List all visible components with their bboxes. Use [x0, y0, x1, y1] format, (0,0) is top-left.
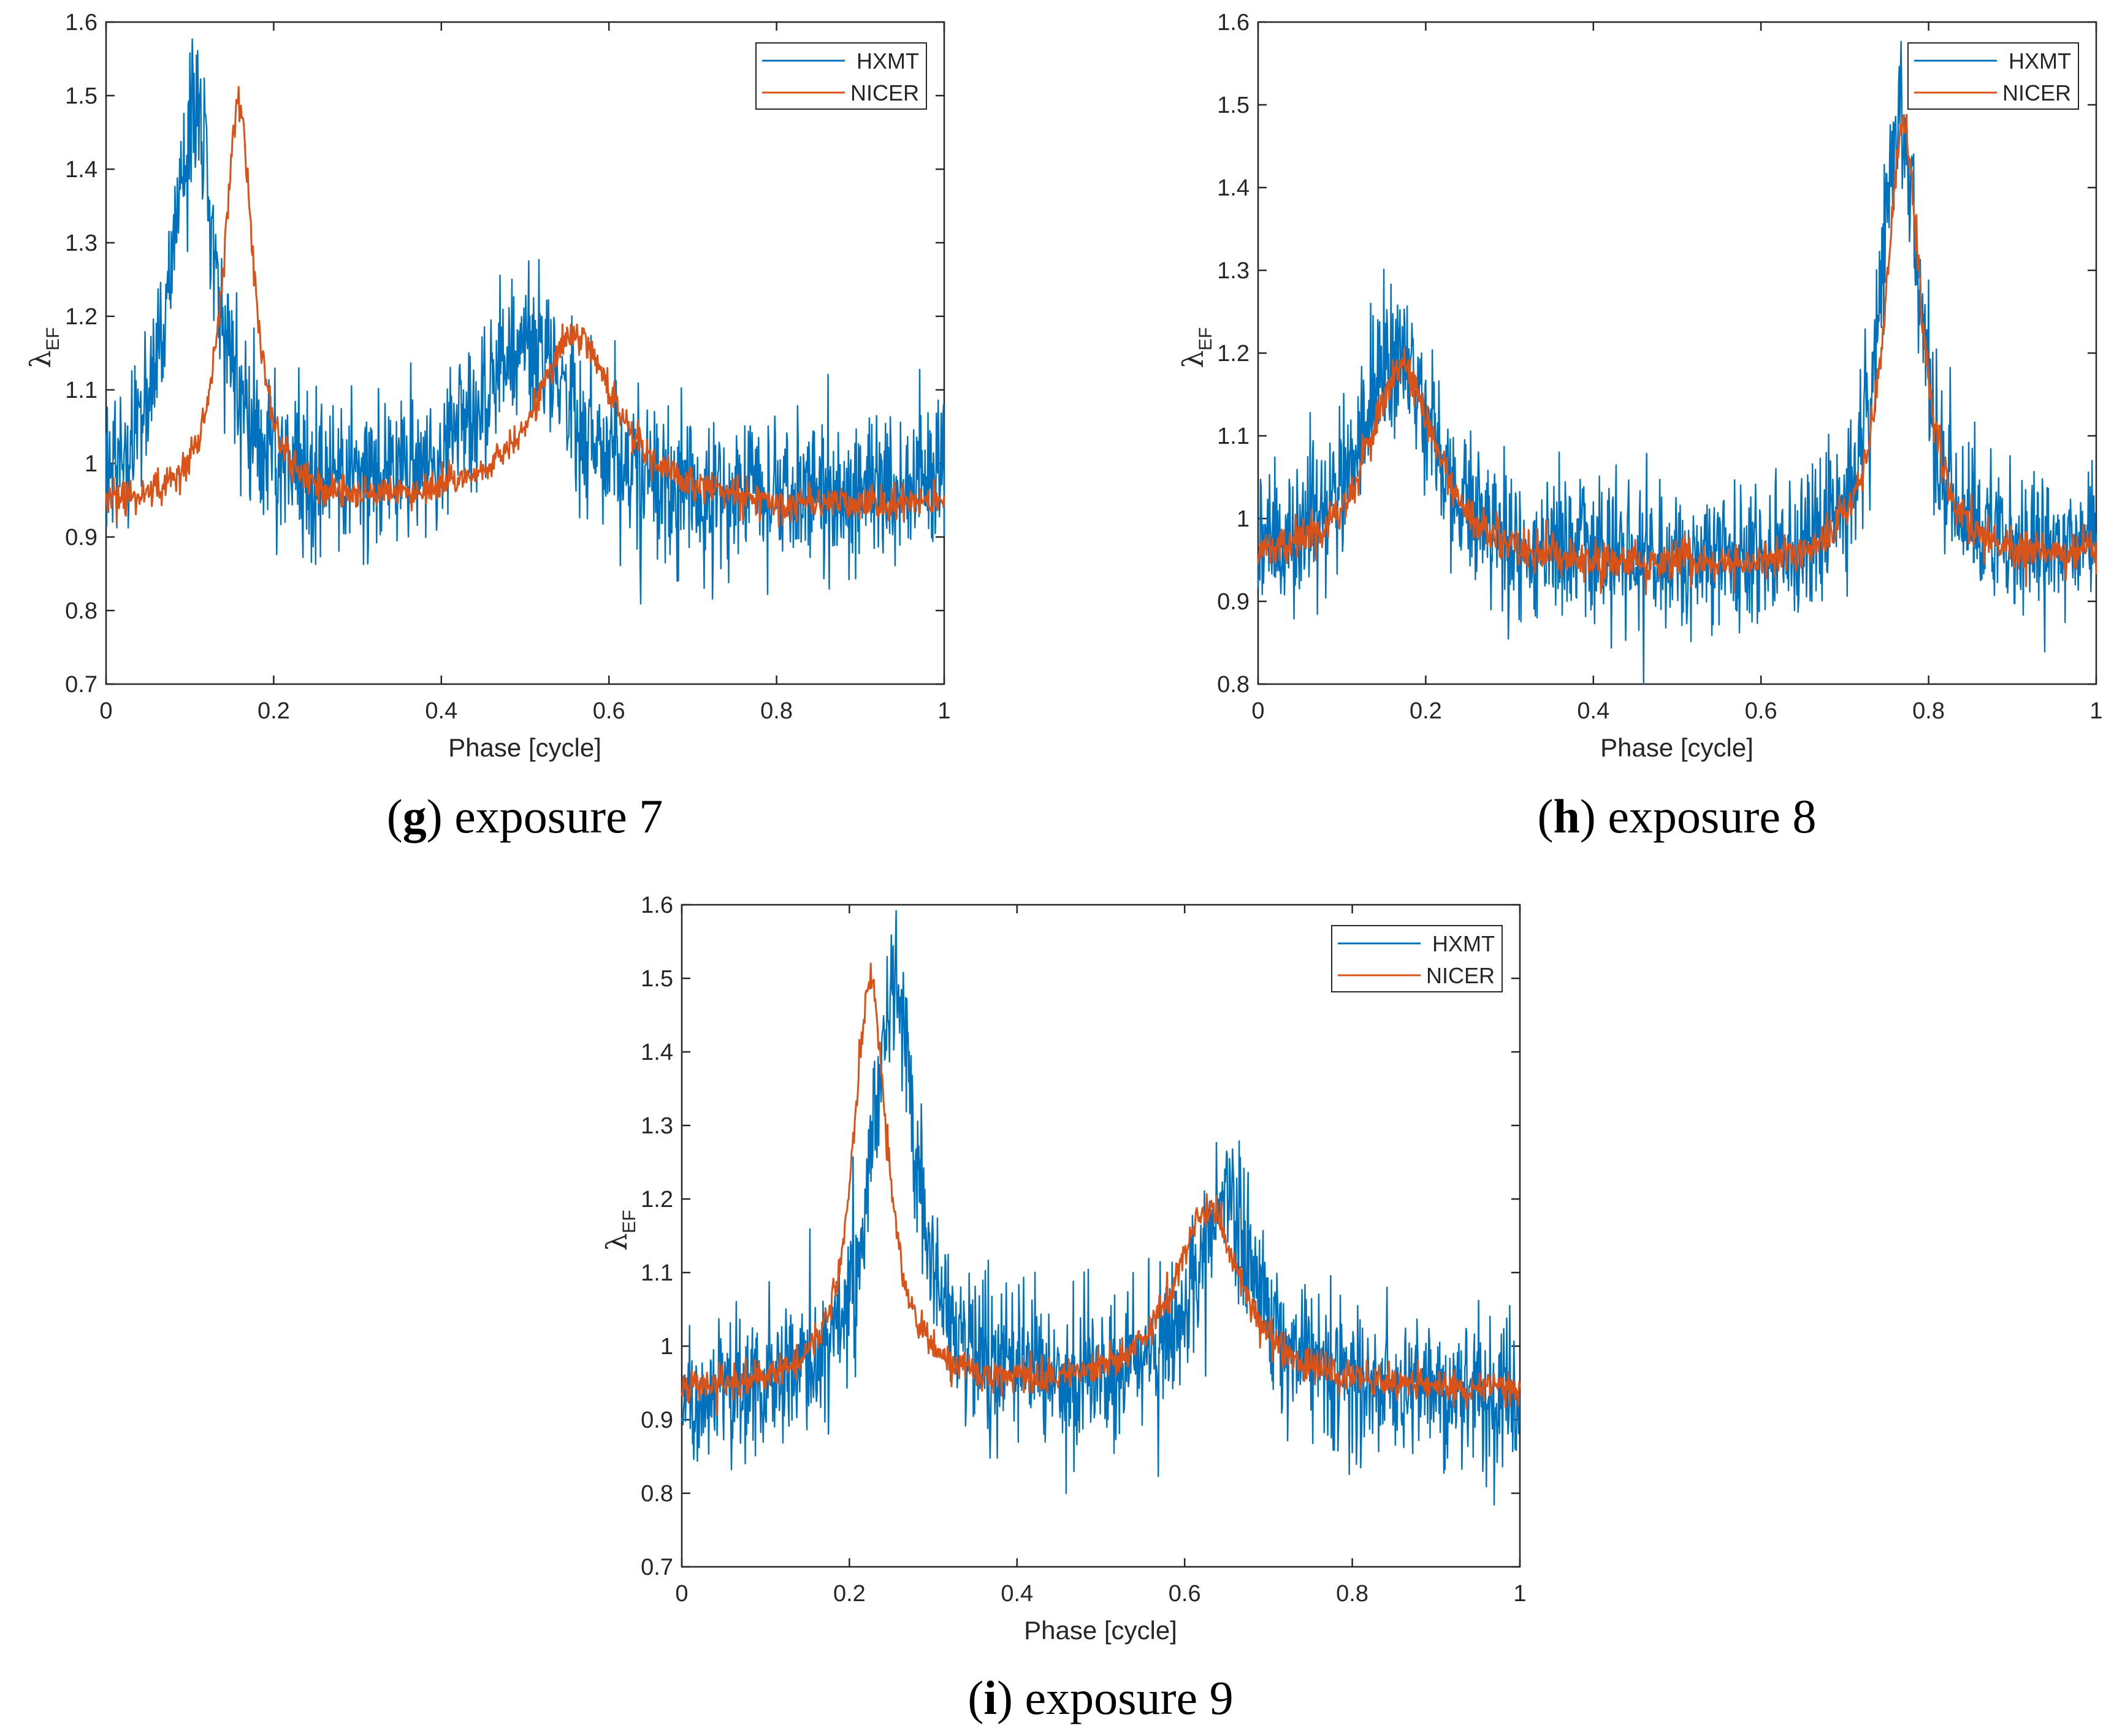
svg-text:λ: λ — [600, 1233, 633, 1251]
x-axis-label: Phase [cycle] — [1600, 733, 1753, 762]
y-tick-label: 0.9 — [1217, 589, 1250, 615]
y-tick-label: 0.8 — [641, 1481, 673, 1507]
x-tick-label: 1 — [2089, 698, 2102, 724]
legend-label-nicer: NICER — [850, 80, 919, 105]
legend-box — [1907, 42, 2079, 110]
legend-box — [1331, 925, 1503, 992]
chart-panel-i: 0.70.80.911.11.21.31.41.51.6 0 0.2 0.4 0.6 0… — [600, 893, 1527, 1724]
y-tick-label: 1.6 — [641, 893, 673, 918]
y-tick-label: 0.7 — [641, 1555, 673, 1580]
y-tick-label: 1.3 — [641, 1113, 673, 1139]
y-tick-label: 1.2 — [1217, 341, 1250, 367]
x-tick-label: 0.6 — [1745, 698, 1777, 724]
y-tick-label: 0.9 — [65, 525, 97, 550]
y-axis-label: λ EF — [24, 327, 63, 368]
y-tick-label: 1.1 — [1217, 424, 1250, 449]
svg-text:λ: λ — [1177, 350, 1210, 368]
legend: HXMT NICER — [1907, 42, 2079, 110]
x-tick-label: 0 — [675, 1581, 688, 1607]
series-group — [681, 910, 1521, 1506]
y-tick-label: 1.4 — [641, 1040, 673, 1065]
x-tick-label: 0.2 — [833, 1581, 866, 1607]
x-tick-labels: 0 0.2 0.4 0.6 0.8 1 — [675, 905, 1527, 1607]
y-tick-label: 0.8 — [1217, 672, 1250, 698]
x-tick-label: 0.6 — [593, 698, 625, 724]
x-tick-label: 0.4 — [425, 698, 457, 724]
y-axis-label: λ EF — [1177, 327, 1216, 368]
x-tick-label: 0 — [1251, 698, 1264, 724]
panel-caption: (i) exposure 9 — [967, 1671, 1233, 1724]
y-tick-label: 1.4 — [65, 157, 97, 183]
y-tick-labels: 0.8 0.9 1 1.1 1.2 1.3 1.4 1.5 1.6 — [1217, 10, 2096, 698]
svg-text:EF: EF — [1196, 327, 1216, 351]
panel-caption: (h) exposure 8 — [1538, 790, 1817, 843]
y-tick-label: 1 — [660, 1334, 673, 1360]
y-tick-label: 1.1 — [641, 1260, 673, 1286]
y-tick-label: 1.4 — [1217, 175, 1250, 201]
legend-label-hxmt: HXMT — [857, 48, 919, 74]
chart-panel-h: 0.8 0.9 1 1.1 1.2 1.3 1.4 1.5 1.6 0 0.2 0.4 0.6 0.8 1… — [1177, 10, 2103, 843]
x-tick-label: 0.2 — [1410, 698, 1442, 724]
series-line-nicer — [1257, 113, 2097, 596]
y-tick-label: 0.7 — [65, 672, 97, 698]
panel-caption: (g) exposure 7 — [387, 790, 663, 843]
svg-text:EF: EF — [619, 1210, 639, 1233]
y-tick-labels: 0.7 0.8 0.9 1 1.1 1.2 1.3 1.4 1.5 1.6 — [65, 10, 944, 698]
chart-panel-g: 0.70.80.911.11.21.31.41.51.6 0 0.2 0.4 0.6 0… — [24, 10, 951, 843]
series-line-hxmt — [105, 38, 945, 605]
y-tick-label: 1.5 — [65, 83, 97, 109]
legend-label-nicer: NICER — [2002, 80, 2071, 105]
y-tick-label: 1 — [1237, 506, 1250, 532]
svg-text:λ: λ — [24, 350, 57, 368]
y-tick-label: 1.6 — [1217, 10, 1250, 36]
x-tick-label: 0 — [99, 698, 112, 724]
legend: HXMT NICER — [1331, 925, 1503, 992]
legend-label-hxmt: HXMT — [1432, 931, 1495, 956]
x-tick-label: 1 — [937, 698, 950, 724]
x-tick-labels: 0 0.2 0.4 0.6 0.8 1 — [1251, 22, 2103, 724]
y-tick-label: 1.2 — [641, 1187, 673, 1213]
legend: HXMT NICER — [755, 42, 927, 110]
legend-label-hxmt: HXMT — [2009, 48, 2071, 74]
x-axis-label: Phase [cycle] — [1024, 1616, 1177, 1645]
legend-box — [755, 42, 927, 110]
x-tick-label: 0.8 — [1912, 698, 1945, 724]
series-group — [105, 38, 945, 605]
x-tick-label: 0.4 — [1001, 1581, 1033, 1607]
x-tick-label: 0.6 — [1169, 1581, 1201, 1607]
series-group — [1257, 40, 2097, 685]
x-axis-label: Phase [cycle] — [448, 733, 601, 762]
y-tick-label: 1 — [85, 451, 97, 477]
x-tick-label: 0.8 — [1336, 1581, 1368, 1607]
svg-text:EF: EF — [43, 327, 63, 351]
x-tick-label: 0.8 — [760, 698, 793, 724]
x-tick-label: 0.4 — [1577, 698, 1609, 724]
legend-label-nicer: NICER — [1426, 963, 1495, 988]
y-tick-label: 1.3 — [1217, 258, 1250, 284]
y-tick-label: 1.1 — [65, 378, 97, 403]
y-tick-label: 1.2 — [65, 304, 97, 330]
x-tick-label: 1 — [1513, 1581, 1526, 1607]
y-axis-label: λ EF — [600, 1210, 639, 1251]
y-tick-label: 1.3 — [65, 230, 97, 256]
plot-area — [681, 904, 1521, 1568]
series-line-nicer — [105, 86, 945, 528]
x-tick-label: 0.2 — [258, 698, 290, 724]
x-tick-labels: 0 0.2 0.4 0.6 0.8 1 — [99, 22, 951, 724]
y-tick-labels: 0.7 0.8 0.9 1 1.1 1.2 1.3 1.4 1.5 1.6 — [641, 893, 1520, 1580]
y-tick-label: 0.8 — [65, 598, 97, 624]
y-tick-label: 1.5 — [641, 966, 673, 992]
series-line-nicer — [681, 962, 1521, 1417]
y-tick-label: 1.5 — [1217, 93, 1250, 118]
y-tick-label: 1.6 — [65, 10, 97, 36]
y-tick-label: 0.9 — [641, 1407, 673, 1433]
